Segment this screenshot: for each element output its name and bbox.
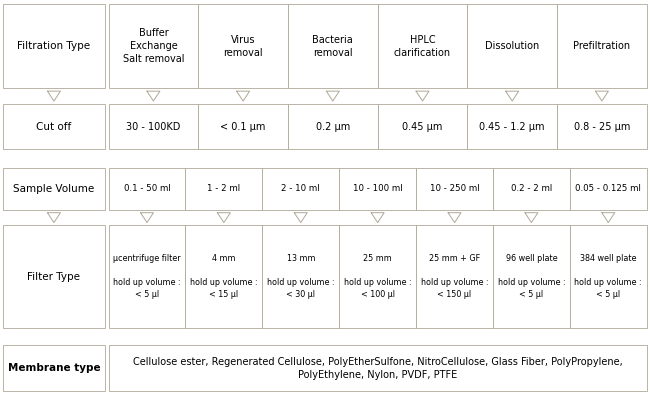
FancyBboxPatch shape <box>493 168 570 210</box>
FancyBboxPatch shape <box>263 168 339 210</box>
FancyBboxPatch shape <box>109 104 198 149</box>
Text: 4 mm

hold up volume :
< 15 μl: 4 mm hold up volume : < 15 μl <box>190 254 257 299</box>
Text: μcentrifuge filter

hold up volume :
< 5 μl: μcentrifuge filter hold up volume : < 5 … <box>113 254 181 299</box>
FancyBboxPatch shape <box>416 226 493 328</box>
FancyBboxPatch shape <box>109 345 647 391</box>
Text: Cut off: Cut off <box>36 122 72 132</box>
FancyBboxPatch shape <box>3 345 105 391</box>
Text: Membrane type: Membrane type <box>8 363 100 373</box>
FancyBboxPatch shape <box>198 4 288 88</box>
Text: Filter Type: Filter Type <box>27 272 81 282</box>
Text: Dissolution: Dissolution <box>485 41 540 51</box>
FancyBboxPatch shape <box>557 104 647 149</box>
Text: Filtration Type: Filtration Type <box>18 41 90 51</box>
Text: HPLC
clarification: HPLC clarification <box>394 34 451 58</box>
Text: 1 - 2 ml: 1 - 2 ml <box>207 184 240 194</box>
FancyBboxPatch shape <box>288 104 378 149</box>
FancyBboxPatch shape <box>3 226 105 328</box>
Text: 0.2 μm: 0.2 μm <box>316 122 350 132</box>
FancyBboxPatch shape <box>570 168 647 210</box>
Text: 10 - 100 ml: 10 - 100 ml <box>353 184 402 194</box>
Text: 10 - 250 ml: 10 - 250 ml <box>430 184 479 194</box>
FancyBboxPatch shape <box>557 4 647 88</box>
FancyBboxPatch shape <box>263 226 339 328</box>
FancyBboxPatch shape <box>416 168 493 210</box>
FancyBboxPatch shape <box>185 226 263 328</box>
Text: 0.45 - 1.2 μm: 0.45 - 1.2 μm <box>480 122 545 132</box>
FancyBboxPatch shape <box>3 168 105 210</box>
Text: 0.05 - 0.125 ml: 0.05 - 0.125 ml <box>575 184 642 194</box>
FancyBboxPatch shape <box>109 168 185 210</box>
FancyBboxPatch shape <box>493 226 570 328</box>
Text: 2 - 10 ml: 2 - 10 ml <box>281 184 320 194</box>
FancyBboxPatch shape <box>339 226 416 328</box>
Text: 0.2 - 2 ml: 0.2 - 2 ml <box>511 184 552 194</box>
Text: Buffer
Exchange
Salt removal: Buffer Exchange Salt removal <box>123 28 184 64</box>
Text: 96 well plate

hold up volume :
< 5 μl: 96 well plate hold up volume : < 5 μl <box>498 254 566 299</box>
FancyBboxPatch shape <box>570 226 647 328</box>
FancyBboxPatch shape <box>378 4 467 88</box>
Text: 25 mm + GF

hold up volume :
< 150 μl: 25 mm + GF hold up volume : < 150 μl <box>421 254 488 299</box>
Text: < 0.1 μm: < 0.1 μm <box>220 122 266 132</box>
Text: 0.45 μm: 0.45 μm <box>402 122 443 132</box>
Text: 384 well plate

hold up volume :
< 5 μl: 384 well plate hold up volume : < 5 μl <box>575 254 642 299</box>
FancyBboxPatch shape <box>467 104 557 149</box>
FancyBboxPatch shape <box>185 168 263 210</box>
Text: Prefiltration: Prefiltration <box>573 41 630 51</box>
Text: 13 mm

hold up volume :
< 30 μl: 13 mm hold up volume : < 30 μl <box>267 254 335 299</box>
FancyBboxPatch shape <box>467 4 557 88</box>
Text: Sample Volume: Sample Volume <box>14 184 95 194</box>
FancyBboxPatch shape <box>109 4 198 88</box>
Text: Bacteria
removal: Bacteria removal <box>313 34 353 58</box>
FancyBboxPatch shape <box>3 104 105 149</box>
Text: 0.1 - 50 ml: 0.1 - 50 ml <box>124 184 170 194</box>
Text: Virus
removal: Virus removal <box>224 34 263 58</box>
FancyBboxPatch shape <box>378 104 467 149</box>
FancyBboxPatch shape <box>288 4 378 88</box>
FancyBboxPatch shape <box>109 226 185 328</box>
FancyBboxPatch shape <box>339 168 416 210</box>
Text: Cellulose ester, Regenerated Cellulose, PolyEtherSulfone, NitroCellulose, Glass : Cellulose ester, Regenerated Cellulose, … <box>133 357 623 380</box>
Text: 30 - 100KD: 30 - 100KD <box>126 122 181 132</box>
FancyBboxPatch shape <box>3 4 105 88</box>
FancyBboxPatch shape <box>198 104 288 149</box>
Text: 25 mm

hold up volume :
< 100 μl: 25 mm hold up volume : < 100 μl <box>344 254 411 299</box>
Text: 0.8 - 25 μm: 0.8 - 25 μm <box>574 122 630 132</box>
